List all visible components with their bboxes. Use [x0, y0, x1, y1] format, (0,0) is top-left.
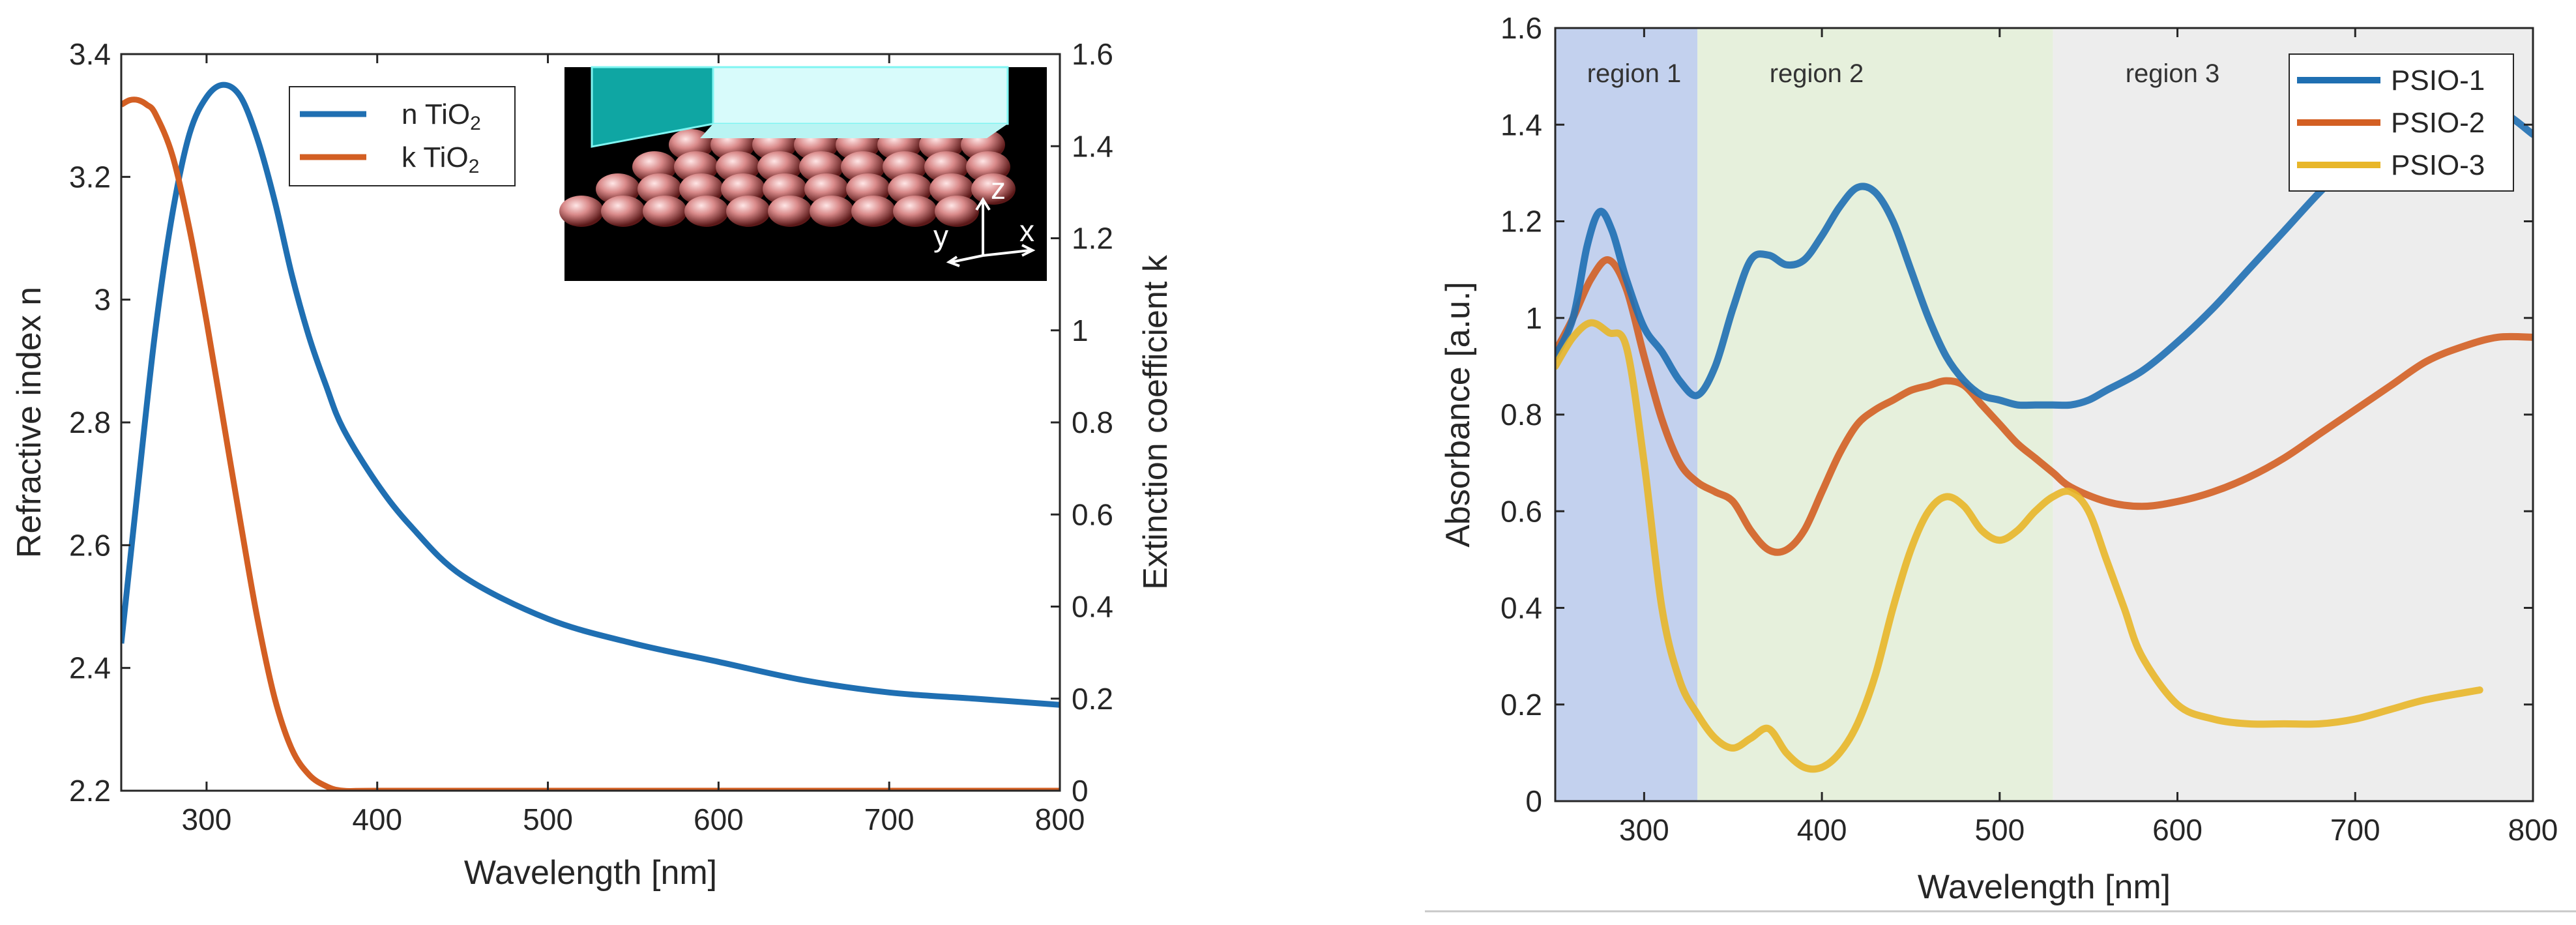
left-x-tick-label: 300	[182, 802, 232, 836]
right-y-tick-label: 0.6	[1500, 494, 1542, 528]
right-y-tick-label: 1.2	[1500, 205, 1542, 239]
left-x-tick-label: 600	[694, 802, 744, 836]
left-y2-axis-label: Extinction coefficient k	[1137, 254, 1175, 590]
right-x-tick-label: 500	[1974, 813, 2025, 847]
left-y-ticks: 2.2 2.4 2.6 2.8 3 3.2 3.4	[69, 37, 130, 808]
right-panel: region 1 region 2 region 3 PSIO-1 PSIO-2 P…	[1425, 11, 2576, 913]
left-y-tick-label: 3.2	[69, 160, 111, 194]
left-y2-tick-label: 0	[1072, 774, 1089, 808]
left-y2-tick-label: 1.6	[1072, 37, 1113, 71]
inset-axis-z-label: z	[991, 171, 1006, 205]
left-y2-tick-label: 1.2	[1072, 222, 1113, 256]
inset-sphere	[810, 196, 854, 227]
inset-sphere	[971, 173, 1016, 205]
region-label-1: region 1	[1587, 59, 1682, 88]
inset-nanosphere-picture: z x y	[559, 66, 1047, 281]
right-y-tick-label: 0.8	[1500, 398, 1542, 432]
legend-label-psio-1: PSIO-1	[2391, 65, 2485, 96]
left-y-tick-label: 2.2	[69, 774, 111, 808]
inset-sphere	[726, 196, 770, 227]
left-y-tick-label: 3.4	[69, 37, 111, 71]
region-band-1	[1555, 28, 1698, 801]
right-y-tick-label: 1.6	[1500, 11, 1542, 45]
right-x-axis-label: Wavelength [nm]	[1918, 868, 2171, 906]
right-x-ticks: 300 400 500 600 700 800	[1619, 28, 2558, 847]
right-x-tick-label: 800	[2508, 813, 2558, 847]
legend-label-k: k TiO2	[402, 141, 479, 177]
right-y-axis-label: Absorbance [a.u.]	[1439, 282, 1477, 548]
right-x-tick-label: 300	[1619, 813, 1669, 847]
left-y2-ticks: 0 0.2 0.4 0.6 0.8 1 1.2 1.4 1.6	[1051, 37, 1113, 808]
left-y2-tick-label: 0.8	[1072, 405, 1113, 439]
right-x-tick-label: 700	[2330, 813, 2380, 847]
inset-sphere-lattice	[559, 129, 1016, 227]
inset-sphere	[684, 196, 729, 227]
inset-sphere	[768, 196, 812, 227]
right-x-tick-label: 600	[2152, 813, 2203, 847]
left-panel: z x y n TiO2 k TiO2 300 400 500 600 700 800 2…	[10, 37, 1175, 892]
left-x-tick-label: 700	[864, 802, 915, 836]
right-y-ticks: 0 0.2 0.4 0.6 0.8 1 1.2 1.4 1.6	[1500, 11, 2533, 818]
right-series-line-psio-2	[1555, 256, 2533, 556]
legend-label-n: n TiO2	[402, 98, 481, 134]
right-y-tick-label: 0.2	[1500, 688, 1542, 722]
left-x-ticks: 300 400 500 600 700 800	[182, 54, 1085, 836]
left-y-axis-label: Refractive index n	[10, 287, 48, 558]
left-y-tick-label: 2.8	[69, 405, 111, 439]
left-x-tick-label: 400	[352, 802, 402, 836]
left-y2-tick-label: 0.6	[1072, 497, 1113, 531]
right-legend: PSIO-1 PSIO-2 PSIO-3	[2289, 53, 2514, 192]
left-x-tick-label: 800	[1035, 802, 1085, 836]
left-x-tick-label: 500	[523, 802, 573, 836]
right-x-tick-label: 400	[1797, 813, 1847, 847]
left-x-axis-label: Wavelength [nm]	[464, 854, 717, 892]
legend-label-psio-2: PSIO-2	[2391, 107, 2485, 139]
legend-label-psio-3: PSIO-3	[2391, 149, 2485, 181]
inset-axis-x-label: x	[1019, 214, 1034, 248]
inset-axis-y-label: y	[933, 219, 948, 253]
right-series	[1555, 106, 2533, 773]
right-series-line-psio-1	[1555, 106, 2533, 409]
right-y-tick-label: 1.4	[1500, 108, 1542, 141]
right-y-tick-label: 1	[1525, 301, 1542, 335]
inset-sphere	[601, 196, 645, 227]
left-y2-tick-label: 0.2	[1072, 682, 1113, 716]
right-y-tick-label: 0.4	[1500, 591, 1542, 625]
region-label-2: region 2	[1770, 59, 1864, 88]
left-legend-box	[289, 86, 516, 186]
left-series-line-n	[121, 81, 1060, 708]
left-y2-tick-label: 1.4	[1072, 129, 1113, 163]
inset-sphere	[643, 196, 687, 227]
left-y-tick-label: 2.4	[69, 651, 111, 685]
left-y-tick-label: 3	[94, 283, 111, 317]
region-label-3: region 3	[2126, 59, 2220, 88]
inset-sphere	[559, 196, 604, 227]
inset-sphere	[851, 196, 896, 227]
left-legend: n TiO2 k TiO2	[289, 86, 516, 186]
right-y-tick-label: 0	[1525, 784, 1542, 818]
right-series-line-psio-3	[1555, 319, 2483, 773]
left-series-line-k	[121, 96, 1060, 791]
left-y2-tick-label: 1	[1072, 314, 1089, 347]
left-y2-tick-label: 0.4	[1072, 590, 1113, 624]
inset-sphere	[935, 196, 979, 227]
inset-sphere	[893, 196, 937, 227]
left-y-tick-label: 2.6	[69, 528, 111, 562]
inset-prism-top	[712, 66, 1009, 125]
inset-axes-icon	[946, 197, 1036, 267]
inset-prism-edge	[700, 124, 1008, 138]
